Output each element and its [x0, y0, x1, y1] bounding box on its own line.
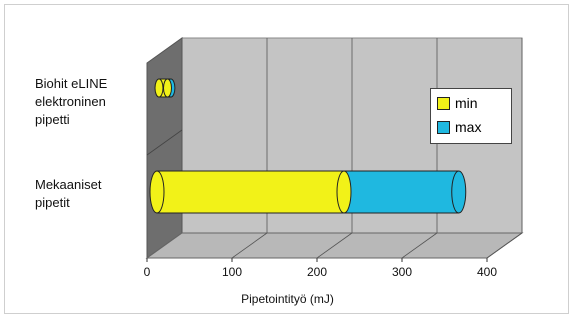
- x-axis-title: Pipetointityö (mJ): [241, 292, 334, 306]
- legend-swatch-min: [437, 96, 450, 110]
- bar-body: [156, 170, 345, 214]
- bar-start-cap: [154, 78, 164, 98]
- x-tick-label: 300: [392, 265, 412, 279]
- legend-swatch-max: [437, 120, 450, 134]
- x-tick-label: 400: [477, 265, 497, 279]
- side-wall: [146, 37, 183, 259]
- bar-end-cap: [163, 78, 172, 98]
- bar-max-1: [343, 170, 467, 214]
- bar-body: [343, 170, 460, 214]
- legend-item-min: min: [437, 95, 478, 111]
- floor-gridline: [401, 232, 438, 259]
- x-tick-label: 200: [307, 265, 327, 279]
- bar-min-1: [156, 170, 352, 214]
- bar-start-cap: [149, 170, 165, 214]
- floor-gridline: [231, 232, 268, 259]
- bar-end-cap: [451, 170, 467, 214]
- bar-end-cap: [336, 170, 352, 214]
- category-label-mechanical: Mekaaniset pipetit: [35, 177, 102, 210]
- legend-label-min: min: [455, 95, 478, 111]
- x-tick-label: 100: [222, 265, 242, 279]
- legend-label-max: max: [455, 119, 482, 135]
- category-divider: [146, 129, 183, 156]
- floor-gridline: [316, 232, 353, 259]
- legend-item-max: max: [437, 119, 481, 135]
- floor-gridline: [486, 232, 523, 259]
- legend: min max: [430, 88, 512, 144]
- category-label-eline: Biohit eLINE elektroninen pipetti: [35, 76, 108, 127]
- x-tick-label: 0: [144, 265, 151, 279]
